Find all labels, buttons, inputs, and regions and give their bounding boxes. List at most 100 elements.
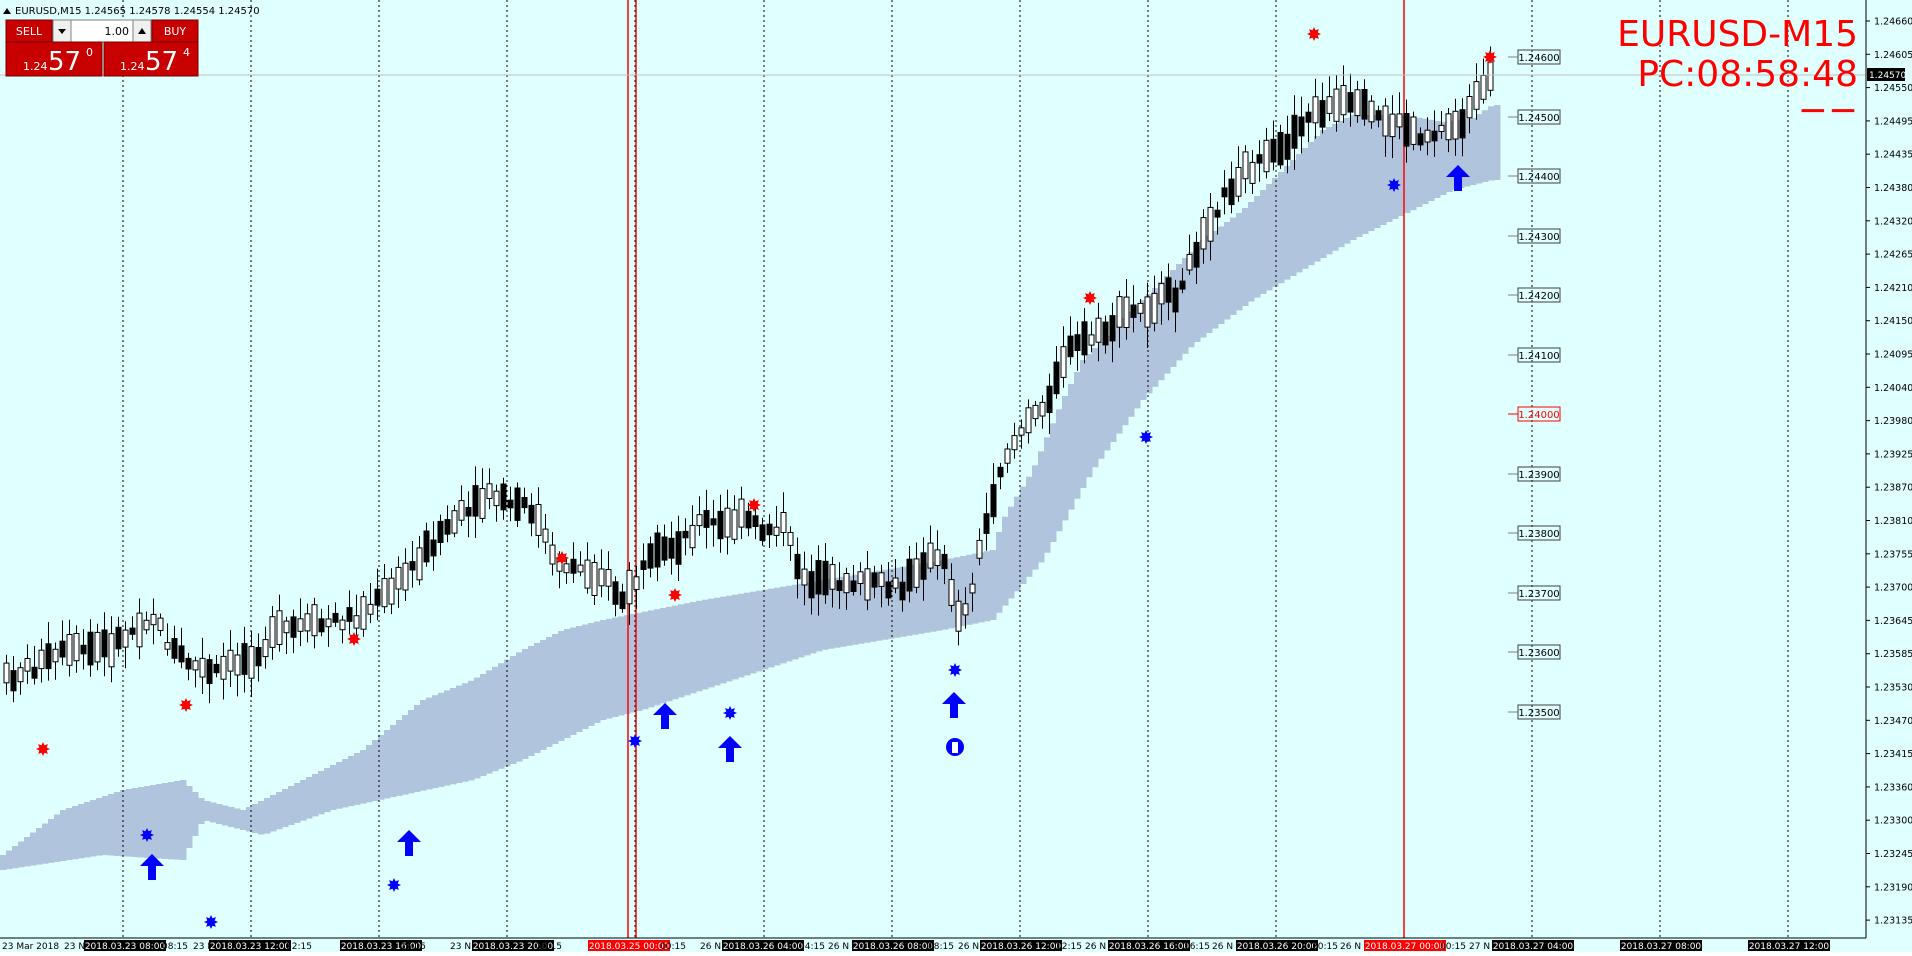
band-segment — [1074, 372, 1081, 499]
band-segment — [1362, 115, 1369, 234]
band-segment — [492, 666, 499, 772]
candle-body — [458, 500, 465, 521]
sell-price-box[interactable] — [5, 41, 103, 77]
band-segment — [414, 705, 421, 792]
time-label: 16:15 — [400, 942, 426, 952]
time-label: 08:15 — [928, 942, 954, 952]
band-segment — [636, 612, 643, 711]
candles — [3, 46, 1494, 704]
band-segment — [846, 575, 853, 646]
candle-body — [101, 629, 108, 658]
band-segment — [1404, 115, 1411, 213]
level-label: 1.24600 — [1518, 53, 1559, 64]
candle-body — [521, 497, 528, 509]
trade-panel: SELL 1.00 BUY 1.24 57 0 1.24 57 4 — [5, 19, 199, 77]
candle-body — [612, 581, 619, 605]
price-tick-label: 1.23755 — [1874, 549, 1912, 560]
candle-body — [115, 626, 122, 650]
time-label: 2018.03.23 08:00 — [85, 942, 166, 952]
candle-body — [1123, 296, 1130, 329]
band-segment — [456, 685, 463, 783]
candle-body — [1403, 113, 1410, 147]
band-segment — [1116, 324, 1123, 434]
band-segment — [588, 623, 595, 726]
vertical-grid — [122, 0, 1789, 938]
candle-body — [213, 663, 220, 674]
band-segment — [936, 560, 943, 631]
candle-body — [199, 657, 206, 678]
candle-body — [1200, 217, 1207, 250]
band-segment — [0, 855, 7, 870]
candle-body — [871, 572, 878, 588]
band-segment — [132, 788, 139, 857]
time-label-box — [722, 940, 804, 951]
price-tick-label: 1.24435 — [1874, 150, 1912, 161]
candle-body — [696, 514, 703, 527]
band-segment — [768, 588, 775, 668]
price-tick-label: 1.24150 — [1874, 316, 1912, 327]
level-label: 1.24300 — [1518, 232, 1559, 243]
buy-price-small: 1.24 — [120, 60, 145, 73]
buy-signal-icon — [204, 915, 218, 929]
price-tick-label: 1.24095 — [1874, 350, 1912, 361]
candle-body — [1396, 113, 1403, 128]
sell-price-sup: 0 — [86, 46, 93, 59]
band-segment — [294, 783, 301, 823]
price-tick-label: 1.23360 — [1874, 782, 1912, 793]
band-segment — [1284, 166, 1291, 280]
candle-body — [1270, 138, 1277, 163]
candle-body — [143, 619, 150, 631]
candle-body — [402, 562, 409, 591]
band-segment — [1272, 178, 1279, 287]
up-arrow-icon — [140, 854, 164, 880]
band-segment — [822, 579, 829, 650]
candle-body — [374, 588, 381, 606]
candle-body — [304, 613, 311, 632]
band-segment — [828, 578, 835, 649]
candle-body — [318, 618, 325, 633]
time-label-box — [1748, 940, 1830, 951]
band-segment — [12, 846, 19, 869]
band-segment — [1086, 354, 1093, 478]
candle-body — [983, 513, 990, 534]
band-segment — [1050, 423, 1057, 542]
band-segment — [552, 634, 559, 744]
candle-body — [192, 660, 199, 671]
level-label: 1.23500 — [1518, 708, 1559, 719]
up-arrow-icon — [942, 692, 966, 718]
band-segment — [1164, 276, 1171, 374]
band-segment — [144, 786, 151, 858]
band-segment — [336, 762, 343, 809]
band-segment — [1098, 342, 1105, 459]
band-segment — [318, 771, 325, 815]
candle-body — [339, 619, 346, 631]
band-segment — [198, 798, 205, 824]
candle-body — [500, 483, 507, 511]
time-label: 26 N — [958, 942, 979, 952]
candle-body — [493, 490, 500, 507]
candle-body — [906, 558, 913, 592]
band-segment — [378, 735, 385, 800]
level-label: 1.23600 — [1518, 648, 1559, 659]
time-label: 12:15 — [1056, 942, 1082, 952]
candle-body — [1452, 110, 1459, 140]
band-segment — [306, 777, 313, 819]
candle-body — [1291, 114, 1298, 149]
band-segment — [1248, 202, 1255, 302]
candle-body — [920, 552, 927, 580]
buy-signal-icon — [387, 878, 401, 892]
band-segment — [1200, 240, 1207, 338]
candle-body — [1480, 75, 1487, 100]
band-segment — [36, 828, 43, 865]
band-segment — [618, 616, 625, 716]
band-segment — [216, 804, 223, 824]
band-segment — [246, 807, 253, 832]
band-segment — [174, 781, 181, 860]
candle-body — [766, 523, 773, 536]
candle-body — [724, 507, 731, 538]
candle-body — [1277, 132, 1284, 166]
buy-price-box[interactable] — [103, 41, 199, 77]
band-segment — [156, 784, 163, 859]
